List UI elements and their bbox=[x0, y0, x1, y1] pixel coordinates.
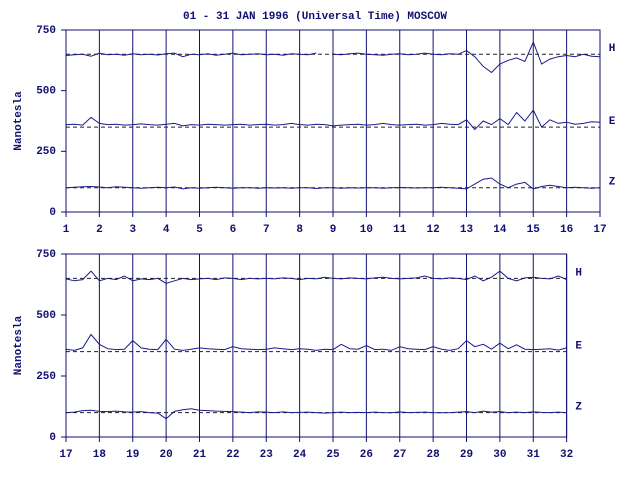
x-tick-label: 2 bbox=[96, 224, 103, 236]
x-tick-label: 7 bbox=[263, 224, 270, 236]
x-tick-label: 30 bbox=[493, 449, 506, 461]
series-label: E bbox=[575, 341, 582, 353]
x-tick-label: 13 bbox=[460, 224, 474, 236]
x-tick-label: 19 bbox=[126, 449, 139, 461]
y-axis-label: Nanotesla bbox=[13, 315, 25, 375]
series-line bbox=[332, 40, 601, 74]
series-line bbox=[65, 177, 601, 190]
x-tick-label: 25 bbox=[326, 449, 340, 461]
x-tick-label: 18 bbox=[93, 449, 107, 461]
x-tick-label: 27 bbox=[393, 449, 406, 461]
y-tick-label: 250 bbox=[36, 371, 56, 383]
x-tick-label: 3 bbox=[129, 224, 136, 236]
y-tick-label: 0 bbox=[49, 207, 56, 219]
x-tick-label: 32 bbox=[560, 449, 573, 461]
x-tick-label: 6 bbox=[230, 224, 237, 236]
x-tick-label: 22 bbox=[226, 449, 239, 461]
x-tick-label: 17 bbox=[59, 449, 72, 461]
series-label: Z bbox=[609, 177, 616, 189]
x-tick-label: 14 bbox=[493, 224, 507, 236]
x-tick-label: 23 bbox=[260, 449, 274, 461]
x-tick-label: 1 bbox=[63, 224, 70, 236]
x-tick-label: 31 bbox=[527, 449, 541, 461]
y-tick-label: 500 bbox=[36, 86, 56, 98]
y-axis-label: Nanotesla bbox=[13, 91, 25, 151]
y-tick-label: 0 bbox=[49, 432, 56, 444]
series-line bbox=[65, 109, 601, 131]
series-label: H bbox=[609, 43, 616, 55]
series-line bbox=[65, 52, 317, 58]
plot-frame bbox=[65, 253, 568, 438]
x-tick-label: 29 bbox=[460, 449, 473, 461]
x-tick-label: 24 bbox=[293, 449, 307, 461]
series-line bbox=[65, 333, 567, 351]
x-tick-label: 20 bbox=[160, 449, 173, 461]
x-tick-label: 5 bbox=[196, 224, 203, 236]
x-tick-label: 26 bbox=[360, 449, 373, 461]
x-tick-label: 12 bbox=[427, 224, 440, 236]
x-tick-label: 28 bbox=[427, 449, 441, 461]
x-tick-label: 21 bbox=[193, 449, 207, 461]
x-tick-label: 10 bbox=[360, 224, 373, 236]
series-line bbox=[65, 408, 567, 420]
x-tick-label: 15 bbox=[527, 224, 541, 236]
series-label: E bbox=[609, 116, 616, 128]
x-tick-label: 4 bbox=[163, 224, 170, 236]
y-tick-label: 750 bbox=[36, 249, 56, 261]
x-tick-label: 11 bbox=[393, 224, 407, 236]
y-tick-label: 500 bbox=[36, 310, 56, 322]
series-label: H bbox=[575, 267, 582, 279]
x-tick-label: 16 bbox=[560, 224, 573, 236]
plot-frame bbox=[65, 29, 601, 213]
x-tick-label: 9 bbox=[330, 224, 337, 236]
y-tick-label: 750 bbox=[36, 25, 56, 37]
x-tick-label: 17 bbox=[593, 224, 606, 236]
chart-title: 01 - 31 JAN 1996 (Universal Time) MOSCOW bbox=[183, 11, 447, 23]
series-label: Z bbox=[575, 402, 582, 414]
series-line bbox=[65, 270, 567, 284]
y-tick-label: 250 bbox=[36, 146, 56, 158]
x-tick-label: 8 bbox=[296, 224, 303, 236]
